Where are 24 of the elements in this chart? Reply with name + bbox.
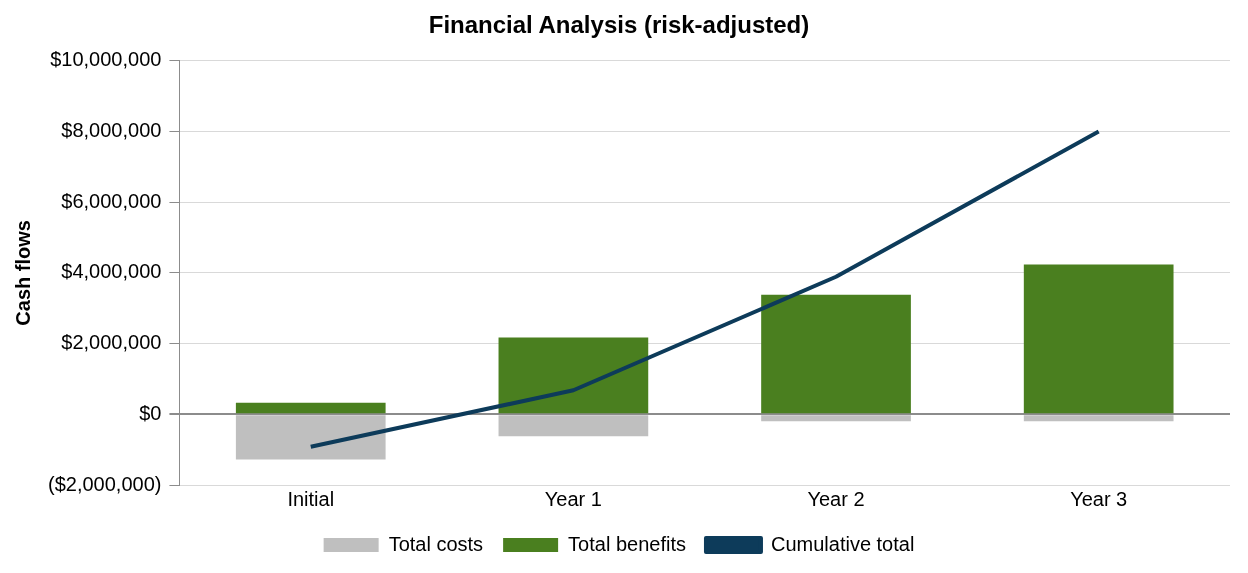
bar [498,337,649,414]
x-tick-label: Year 2 [807,487,865,510]
y-tick-label: ($2,000,000) [48,472,162,495]
bar [498,415,649,437]
y-tick-label: $8,000,000 [61,119,162,142]
bar [235,415,386,460]
legend-label: Cumulative total [770,532,915,555]
y-axis-title: Cash flows [11,220,34,326]
chart-title: Financial Analysis (risk-adjusted) [428,11,810,39]
bar [1023,415,1174,422]
legend-label: Total costs [388,532,484,555]
y-tick-label: $10,000,000 [50,48,162,71]
y-tick-label: $2,000,000 [61,331,162,354]
x-tick-label: Year 3 [1070,487,1128,510]
bar [235,402,386,414]
bar [761,294,911,414]
legend-label: Total benefits [568,532,686,555]
y-tick-label: $6,000,000 [61,189,162,212]
bar [1023,264,1174,414]
y-tick-label: $0 [139,401,162,424]
x-tick-label: Initial [287,487,335,510]
x-tick-label: Year 1 [544,487,602,510]
bar [761,415,911,422]
y-tick-label: $4,000,000 [61,260,162,283]
